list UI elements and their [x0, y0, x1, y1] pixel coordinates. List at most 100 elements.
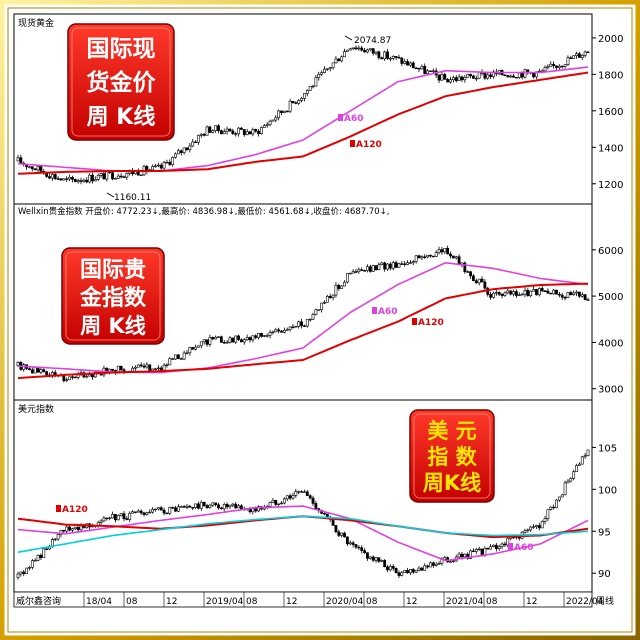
candle-body-p3-94 — [285, 495, 289, 500]
candle-body-p3-74 — [228, 504, 232, 508]
candle-body-p3-102 — [308, 495, 312, 499]
candle-body-p3-155 — [460, 553, 464, 558]
ma-line-p3-a60 — [17, 505, 589, 562]
candle-body-p3-52 — [165, 512, 169, 515]
candle-body-p3-31 — [105, 517, 109, 520]
candle-body-p1-29 — [99, 173, 103, 176]
candle-body-p2-69 — [214, 336, 218, 340]
candle-body-p1-193 — [569, 57, 573, 59]
candle-body-p2-48 — [154, 368, 157, 370]
candle-body-p2-124 — [371, 265, 375, 272]
candle-body-p3-66 — [205, 505, 209, 508]
candle-body-p2-148 — [440, 249, 444, 253]
candle-body-p2-142 — [423, 256, 427, 258]
y-tick-label-p2-0: 3000 — [598, 385, 623, 396]
candle-body-p3-95 — [288, 495, 292, 499]
candle-body-p2-138 — [411, 261, 415, 264]
candle-body-p3-130 — [388, 566, 392, 571]
candle-body-p2-24 — [85, 375, 89, 378]
candle-body-p2-106 — [320, 302, 324, 311]
candle-body-p3-73 — [225, 504, 229, 508]
candle-body-p2-58 — [182, 352, 186, 360]
candle-body-p2-122 — [366, 266, 369, 271]
candle-body-p3-120 — [360, 547, 364, 551]
candle-body-p1-35 — [116, 175, 120, 179]
candle-body-p3-197 — [580, 456, 584, 465]
candle-body-p3-163 — [483, 547, 487, 556]
candle-body-p1-152 — [451, 77, 455, 81]
candle-body-p1-132 — [394, 56, 398, 58]
panel2-ma60-label: A60 — [378, 307, 398, 317]
candle-body-p1-12 — [50, 174, 54, 179]
candle-body-p2-5 — [30, 369, 34, 374]
badge1-line3: 周 K线 — [87, 104, 156, 130]
candle-body-p1-134 — [400, 57, 404, 64]
candle-body-p1-136 — [406, 61, 409, 66]
candle-body-p1-68 — [211, 130, 215, 133]
candle-body-p1-197 — [580, 54, 584, 58]
candle-body-p3-69 — [214, 502, 218, 506]
candle-body-p2-60 — [188, 347, 192, 354]
x-tick-label-2: 12 — [166, 597, 177, 607]
candle-body-p3-136 — [406, 569, 409, 574]
candle-body-p3-0 — [16, 573, 20, 578]
x-tick-label-10: 08 — [486, 597, 498, 607]
candle-body-p1-4 — [28, 166, 31, 168]
candle-body-p3-14 — [56, 534, 60, 540]
candle-body-p2-33 — [111, 368, 114, 371]
candle-body-p1-114 — [343, 51, 346, 58]
candle-body-p3-70 — [217, 504, 220, 509]
candle-body-p2-132 — [394, 262, 398, 268]
candle-body-p1-75 — [231, 130, 235, 134]
candle-body-p2-43 — [139, 364, 143, 367]
candle-body-p1-51 — [162, 161, 166, 169]
candle-body-p1-101 — [305, 90, 309, 94]
candle-body-p2-131 — [391, 262, 395, 269]
candle-body-p1-23 — [82, 179, 86, 182]
x-tick-label-5: 12 — [286, 597, 297, 607]
candle-body-p2-96 — [291, 326, 295, 329]
candle-body-p3-68 — [211, 502, 215, 506]
candle-body-p1-96 — [291, 100, 295, 103]
candle-body-p1-170 — [503, 74, 507, 77]
candle-body-p2-65 — [202, 339, 206, 343]
candle-body-p2-18 — [68, 376, 71, 381]
y-tick-label-p1-0: 1200 — [598, 180, 623, 191]
candle-body-p3-98 — [297, 491, 301, 493]
candle-body-p3-92 — [280, 502, 283, 505]
candle-body-p2-117 — [351, 271, 355, 274]
ma-labels: A60 A120 A60 A120 A120 A60 — [56, 114, 534, 553]
candle-body-p2-54 — [171, 358, 175, 360]
candle-body-p2-67 — [208, 337, 212, 345]
candle-body-p2-72 — [222, 341, 226, 344]
candle-body-p2-166 — [492, 292, 495, 298]
candle-body-p1-171 — [506, 75, 510, 78]
candle-body-p2-196 — [578, 291, 581, 297]
candle-body-p3-171 — [506, 538, 510, 546]
candle-body-p2-52 — [165, 364, 169, 366]
candle-body-p2-135 — [403, 263, 407, 265]
candle-body-p3-50 — [159, 507, 163, 511]
candle-body-p3-45 — [145, 512, 149, 515]
candle-body-p2-40 — [131, 367, 134, 372]
candle-body-p3-151 — [449, 561, 452, 563]
candle-body-p3-179 — [529, 526, 533, 531]
candle-body-p2-193 — [569, 292, 573, 296]
candle-body-p2-194 — [572, 292, 576, 296]
candle-body-p1-189 — [557, 65, 561, 68]
candle-body-p2-127 — [380, 262, 384, 265]
candle-body-p2-17 — [65, 379, 69, 382]
y-tick-label-p2-2: 5000 — [598, 292, 623, 303]
candle-body-p2-163 — [483, 281, 487, 289]
candle-body-p2-73 — [225, 341, 229, 344]
candle-body-p3-56 — [177, 506, 180, 512]
badge1-line2: 货金价 — [87, 69, 157, 96]
footer-left-label: 威尔鑫咨询 — [16, 595, 61, 607]
candle-body-p2-87 — [265, 335, 269, 337]
candle-body-p2-56 — [177, 354, 180, 359]
candle-body-p1-47 — [151, 166, 155, 171]
candle-body-p3-46 — [148, 511, 152, 514]
candle-body-p2-4 — [28, 368, 31, 371]
candle-body-p3-22 — [79, 525, 83, 531]
candle-body-p1-6 — [33, 168, 37, 171]
